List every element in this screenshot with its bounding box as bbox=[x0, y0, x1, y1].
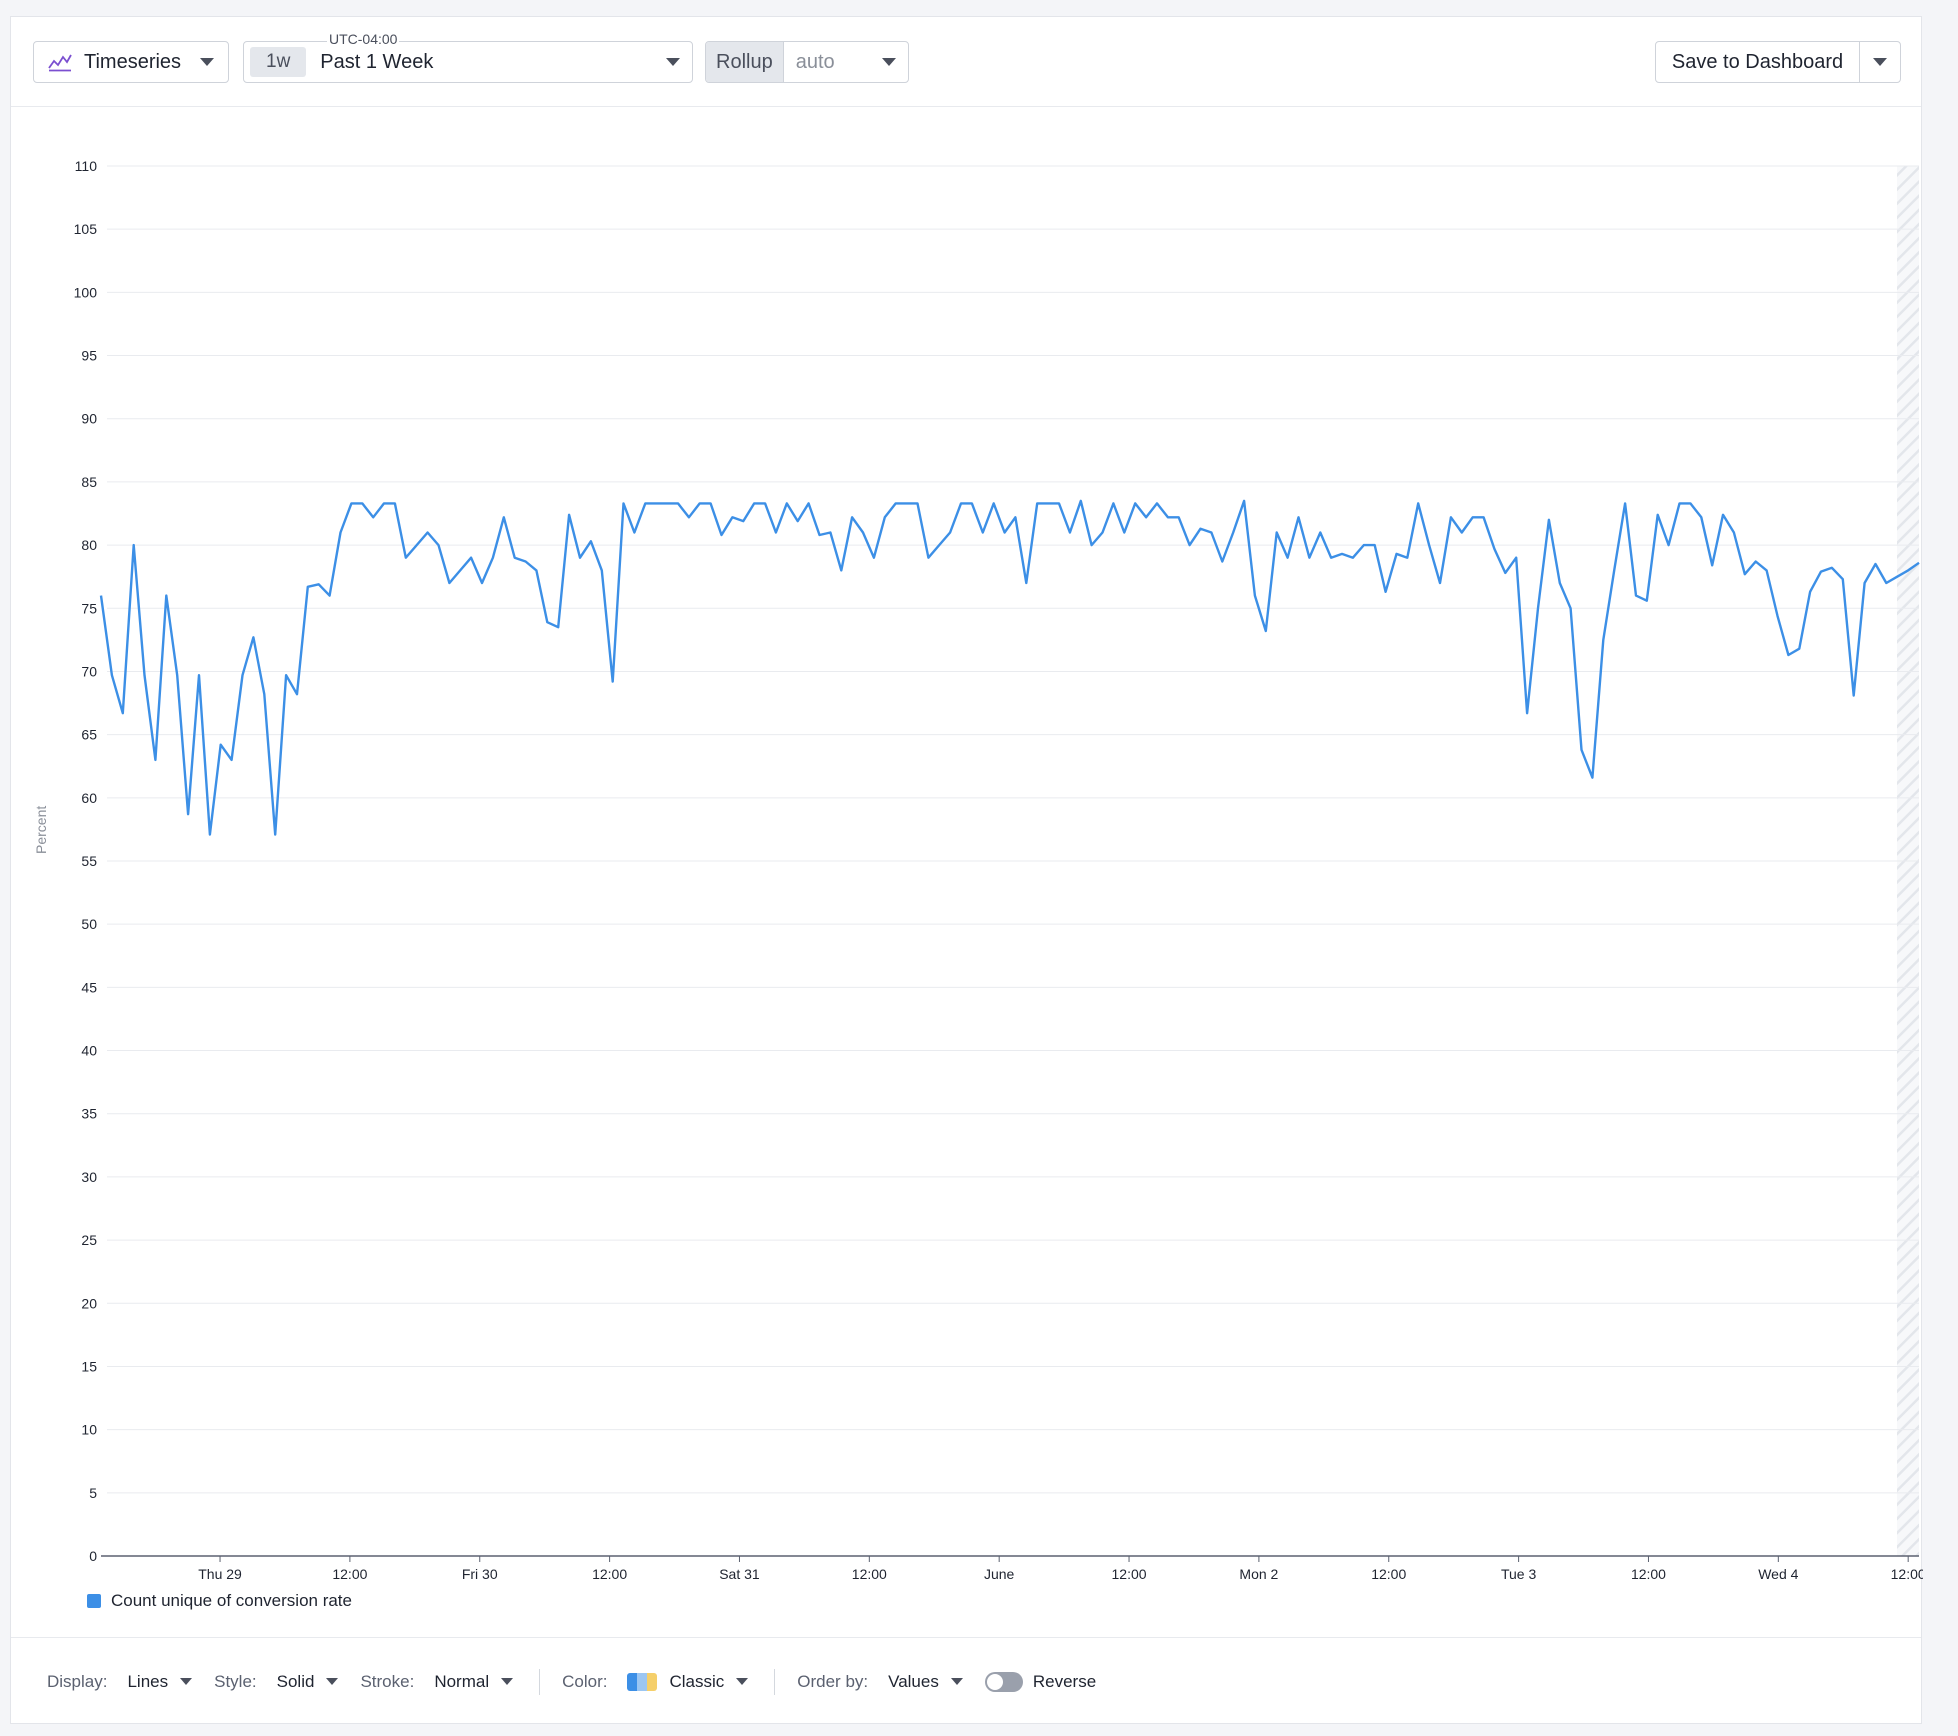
reverse-toggle-group[interactable]: Reverse bbox=[984, 1671, 1097, 1692]
y-tick-label: 55 bbox=[81, 853, 97, 869]
x-tick-label: 12:00 bbox=[592, 1566, 627, 1582]
y-tick-label: 50 bbox=[81, 916, 97, 932]
x-tick-label: 12:00 bbox=[1112, 1566, 1147, 1582]
color-dropdown[interactable]: Classic bbox=[627, 1671, 749, 1692]
y-tick-label: 30 bbox=[81, 1169, 97, 1185]
stroke-value: Normal bbox=[434, 1671, 490, 1691]
y-tick-label: 45 bbox=[81, 979, 97, 995]
save-to-dashboard-button[interactable]: Save to Dashboard bbox=[1656, 42, 1860, 82]
y-tick-label: 105 bbox=[74, 221, 98, 237]
color-value: Classic bbox=[669, 1671, 725, 1691]
chevron-down-icon bbox=[326, 1678, 339, 1685]
save-options-button[interactable] bbox=[1860, 42, 1900, 82]
y-tick-label: 35 bbox=[81, 1106, 97, 1122]
display-label: Display: bbox=[47, 1671, 108, 1691]
timezone-label: UTC-04:00 bbox=[327, 31, 400, 47]
stroke-label: Stroke: bbox=[360, 1671, 415, 1691]
order-by-value: Values bbox=[888, 1671, 939, 1691]
x-tick-label: 12:00 bbox=[1371, 1566, 1406, 1582]
y-tick-label: 40 bbox=[81, 1043, 97, 1059]
y-tick-label: 70 bbox=[81, 663, 97, 679]
chevron-down-icon bbox=[200, 58, 214, 66]
y-tick-label: 85 bbox=[81, 474, 97, 490]
visualization-type-dropdown[interactable]: Timeseries bbox=[33, 41, 229, 83]
display-value: Lines bbox=[127, 1671, 169, 1691]
graph-panel: Timeseries 1w Past 1 Week UTC-04:00 Roll… bbox=[10, 16, 1923, 1725]
toggle-knob bbox=[986, 1673, 1003, 1690]
y-tick-label: 95 bbox=[81, 348, 97, 364]
chevron-down-icon bbox=[180, 1678, 193, 1685]
series-line bbox=[99, 499, 1920, 836]
legend-label: Count unique of conversion rate bbox=[111, 1591, 352, 1610]
x-tick-label: 12:00 bbox=[852, 1566, 887, 1582]
x-tick-label: Tue 3 bbox=[1501, 1566, 1536, 1582]
save-to-dashboard-group: Save to Dashboard bbox=[1655, 41, 1901, 83]
x-tick-label: Wed 4 bbox=[1758, 1566, 1798, 1582]
chart-area: 0 5 10 15 20 25 30 35 40 45 50 55 60 65 70 75 80 85 90 95 10… bbox=[11, 108, 1923, 1658]
chevron-down-icon bbox=[950, 1678, 963, 1685]
y-tick-label: 20 bbox=[81, 1295, 97, 1311]
reverse-toggle[interactable] bbox=[984, 1671, 1023, 1692]
x-tick-label: Sat 31 bbox=[719, 1566, 760, 1582]
style-value: Solid bbox=[276, 1671, 315, 1691]
time-range-label: Past 1 Week bbox=[320, 50, 434, 73]
display-dropdown[interactable]: Lines bbox=[127, 1671, 193, 1692]
y-tick-label: 0 bbox=[89, 1548, 97, 1564]
visualization-type-label: Timeseries bbox=[84, 50, 182, 73]
timeseries-chart[interactable]: 0 5 10 15 20 25 30 35 40 45 50 55 60 65 70 75 80 85 90 95 10… bbox=[11, 108, 1923, 1658]
x-tick-label: June bbox=[984, 1566, 1015, 1582]
timeseries-icon bbox=[48, 54, 72, 72]
y-tick-label: 100 bbox=[74, 284, 98, 300]
y-axis-title: Percent bbox=[33, 805, 49, 854]
legend-swatch bbox=[87, 1594, 101, 1608]
rollup-label: Rollup bbox=[706, 42, 784, 82]
x-tick-label: Fri 30 bbox=[462, 1566, 498, 1582]
legend[interactable]: Count unique of conversion rate bbox=[87, 1591, 352, 1611]
chevron-down-icon bbox=[666, 58, 680, 66]
chevron-down-icon bbox=[501, 1678, 514, 1685]
divider bbox=[539, 1668, 541, 1695]
style-dropdown[interactable]: Solid bbox=[277, 1672, 339, 1692]
time-range-badge: 1w bbox=[250, 47, 307, 77]
y-tick-label: 5 bbox=[89, 1485, 97, 1501]
divider bbox=[774, 1668, 776, 1695]
rollup-value: auto bbox=[795, 50, 835, 73]
y-tick-label: 25 bbox=[81, 1232, 97, 1248]
stroke-dropdown[interactable]: Normal bbox=[434, 1671, 514, 1692]
x-tick-label: 12:00 bbox=[332, 1566, 367, 1582]
chevron-down-icon bbox=[882, 58, 896, 66]
x-tick-label: 12:00 bbox=[1891, 1566, 1923, 1582]
order-by-dropdown[interactable]: Values bbox=[888, 1672, 963, 1692]
x-tick-label: 12:00 bbox=[1631, 1566, 1666, 1582]
x-tick-label: Thu 29 bbox=[198, 1566, 242, 1582]
rollup-dropdown[interactable]: Rollup auto bbox=[705, 41, 909, 83]
y-tick-label: 80 bbox=[81, 537, 97, 553]
y-tick-label: 110 bbox=[75, 158, 98, 174]
y-tick-label: 75 bbox=[81, 600, 97, 616]
style-label: Style: bbox=[214, 1671, 257, 1691]
toolbar: Timeseries 1w Past 1 Week UTC-04:00 Roll… bbox=[11, 17, 1921, 107]
y-tick-label: 65 bbox=[81, 727, 97, 743]
y-tick-label: 90 bbox=[81, 411, 97, 427]
color-label: Color: bbox=[562, 1671, 608, 1691]
palette-icon bbox=[627, 1672, 658, 1691]
chevron-down-icon bbox=[736, 1678, 749, 1685]
display-options-bar: Display: Lines Style: Solid Stroke: Norm… bbox=[11, 1637, 1921, 1725]
chevron-down-icon bbox=[1873, 58, 1887, 66]
order-by-label: Order by: bbox=[797, 1671, 869, 1691]
x-tick-label: Mon 2 bbox=[1239, 1566, 1278, 1582]
reverse-label: Reverse bbox=[1032, 1671, 1097, 1691]
y-tick-label: 10 bbox=[81, 1422, 97, 1438]
y-tick-label: 15 bbox=[81, 1358, 97, 1374]
y-tick-label: 60 bbox=[81, 790, 97, 806]
time-range-dropdown[interactable]: 1w Past 1 Week bbox=[243, 41, 693, 83]
